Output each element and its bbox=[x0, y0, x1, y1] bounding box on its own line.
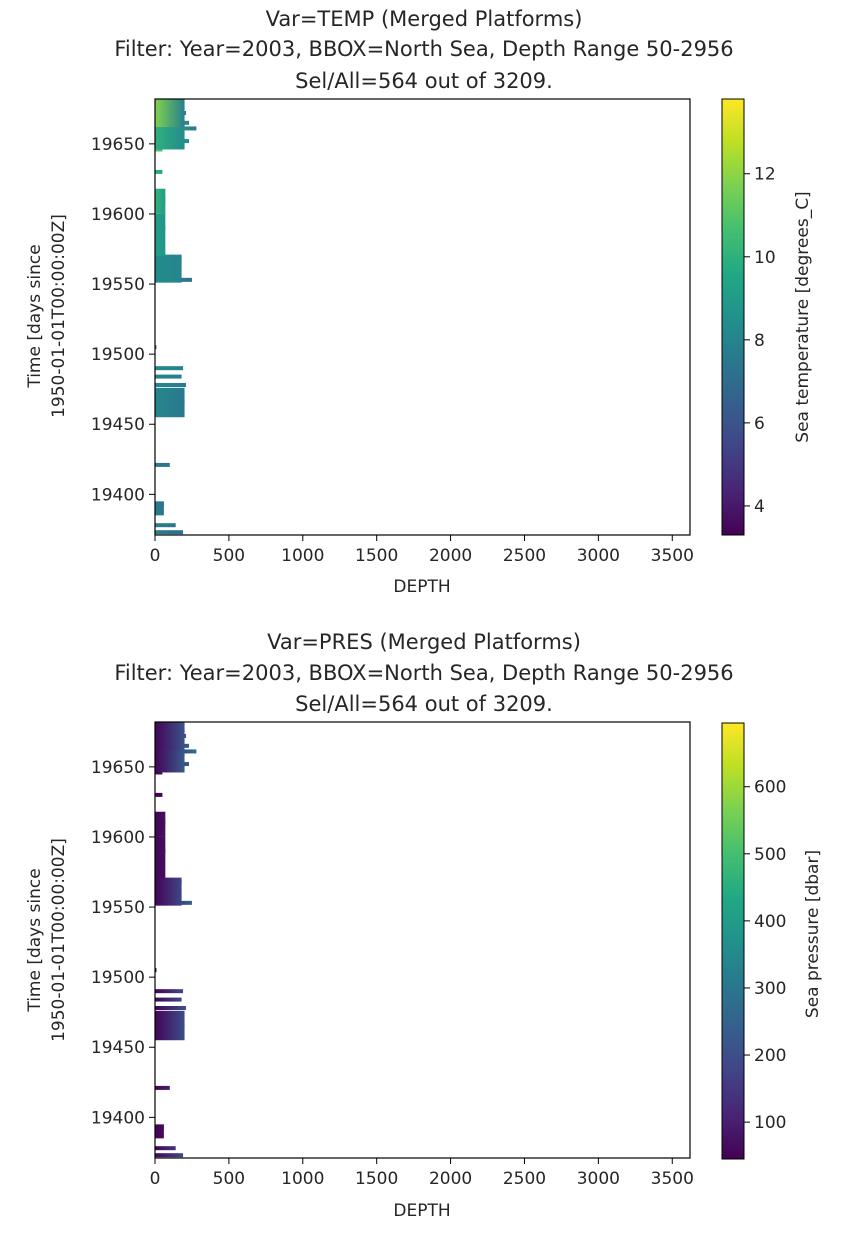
profile-bar bbox=[155, 462, 170, 467]
x-tick-label: 3000 bbox=[577, 1169, 620, 1189]
chart-title-line-1: Var=TEMP (Merged Platforms) bbox=[265, 7, 583, 31]
y-tick-label: 19450 bbox=[91, 1038, 145, 1058]
profile-block bbox=[155, 750, 185, 773]
profile-bar bbox=[155, 989, 184, 994]
colorbar bbox=[721, 98, 745, 536]
x-tick-label: 2000 bbox=[429, 546, 472, 566]
chart-title-line-3: Sel/All=564 out of 3209. bbox=[295, 692, 553, 716]
temperature-chart: Var=TEMP (Merged Platforms) Filter: Year… bbox=[0, 0, 848, 617]
y-tick-label: 19650 bbox=[91, 135, 145, 155]
profile-bar bbox=[155, 169, 163, 174]
x-tick-label: 3000 bbox=[577, 546, 620, 566]
x-tick-label: 500 bbox=[213, 1169, 245, 1189]
x-tick-label: 0 bbox=[150, 1169, 161, 1189]
plot-frame bbox=[154, 721, 691, 1159]
profile-block bbox=[155, 254, 182, 283]
profile-bar bbox=[155, 1085, 170, 1090]
profile-bars bbox=[155, 722, 197, 1158]
profile-block bbox=[155, 188, 166, 214]
profile-bar bbox=[155, 374, 182, 379]
y-tick-label: 19450 bbox=[91, 415, 145, 435]
x-tick-label: 1500 bbox=[355, 546, 398, 566]
y-tick-label: 19500 bbox=[91, 968, 145, 988]
colorbar-tick-label: 4 bbox=[754, 497, 765, 517]
colorbar-tick-label: 10 bbox=[754, 248, 776, 268]
colorbar-tick-label: 100 bbox=[754, 1113, 786, 1133]
colorbar-tick-label: 6 bbox=[754, 414, 765, 434]
profile-block bbox=[155, 1010, 185, 1041]
profile-bar bbox=[155, 968, 157, 973]
profile-bar bbox=[155, 997, 182, 1002]
colorbar-tick-label: 500 bbox=[754, 845, 786, 865]
colorbar-label: Sea pressure [dbar] bbox=[803, 850, 823, 1018]
x-tick-label: 2000 bbox=[429, 1169, 472, 1189]
x-tick-label: 1500 bbox=[355, 1169, 398, 1189]
colorbar-tick-label: 300 bbox=[754, 979, 786, 999]
profile-block bbox=[155, 877, 182, 906]
colorbar-tick-label: 600 bbox=[754, 778, 786, 798]
pressure-plot: DEPTH Time [days since 1950-01-01T00:00:… bbox=[25, 721, 823, 1221]
chart-title-line-3: Sel/All=564 out of 3209. bbox=[295, 69, 553, 93]
pressure-chart: Var=PRES (Merged Platforms) Filter: Year… bbox=[0, 624, 848, 1241]
profile-block bbox=[155, 99, 185, 128]
chart-title-line-1: Var=PRES (Merged Platforms) bbox=[267, 630, 581, 654]
y-axis-label-line-1: Time [days since bbox=[25, 868, 45, 1012]
chart-title-line-2: Filter: Year=2003, BBOX=North Sea, Depth… bbox=[114, 37, 734, 61]
y-axis-label-line-2: 1950-01-01T00:00:00Z] bbox=[49, 214, 69, 418]
y-tick-label: 19400 bbox=[91, 485, 145, 505]
profile-bar bbox=[155, 1005, 187, 1010]
y-tick-label: 19550 bbox=[91, 898, 145, 918]
colorbar bbox=[721, 722, 745, 1160]
profile-bar bbox=[155, 1153, 184, 1158]
profile-bar bbox=[155, 770, 163, 775]
colorbar-tick-label: 8 bbox=[754, 331, 765, 351]
profile-bar bbox=[155, 792, 163, 797]
profile-block bbox=[155, 387, 185, 418]
x-axis-label: DEPTH bbox=[393, 577, 450, 597]
colorbar-tick-label: 200 bbox=[754, 1046, 786, 1066]
profile-block bbox=[155, 1124, 164, 1139]
x-tick-label: 0 bbox=[150, 546, 161, 566]
profile-bar bbox=[155, 366, 184, 371]
profile-bar bbox=[155, 345, 157, 350]
y-tick-label: 19650 bbox=[91, 758, 145, 778]
x-tick-label: 500 bbox=[213, 546, 245, 566]
profile-bar bbox=[155, 1146, 176, 1151]
x-tick-label: 3500 bbox=[651, 546, 694, 566]
x-tick-label: 2500 bbox=[503, 546, 546, 566]
profile-block bbox=[155, 836, 166, 880]
y-tick-label: 19600 bbox=[91, 828, 145, 848]
y-axis-label-line-1: Time [days since bbox=[25, 244, 45, 388]
profile-block bbox=[155, 501, 164, 516]
y-tick-label: 19400 bbox=[91, 1108, 145, 1128]
profile-bar bbox=[155, 382, 187, 387]
colorbar-tick-label: 400 bbox=[754, 912, 786, 932]
y-tick-label: 19500 bbox=[91, 345, 145, 365]
y-tick-label: 19550 bbox=[91, 275, 145, 295]
profile-block bbox=[155, 213, 166, 257]
profile-block bbox=[155, 811, 166, 837]
y-axis-label-line-2: 1950-01-01T00:00:00Z] bbox=[49, 838, 69, 1042]
profile-block bbox=[155, 127, 185, 150]
x-axis-label: DEPTH bbox=[393, 1201, 450, 1221]
colorbar-label: Sea temperature [degrees_C] bbox=[793, 191, 813, 442]
x-tick-label: 1000 bbox=[281, 546, 324, 566]
x-tick-label: 1000 bbox=[281, 1169, 324, 1189]
y-tick-label: 19600 bbox=[91, 205, 145, 225]
profile-bar bbox=[155, 523, 176, 528]
plot-frame bbox=[154, 98, 691, 536]
profile-block bbox=[155, 722, 185, 751]
profile-bar bbox=[155, 530, 184, 535]
colorbar-tick-label: 12 bbox=[754, 165, 776, 185]
profile-bars bbox=[155, 99, 197, 535]
chart-title-line-2: Filter: Year=2003, BBOX=North Sea, Depth… bbox=[114, 661, 734, 685]
x-tick-label: 3500 bbox=[651, 1169, 694, 1189]
temperature-plot: DEPTH Time [days since 1950-01-01T00:00:… bbox=[25, 98, 813, 597]
x-tick-label: 2500 bbox=[503, 1169, 546, 1189]
